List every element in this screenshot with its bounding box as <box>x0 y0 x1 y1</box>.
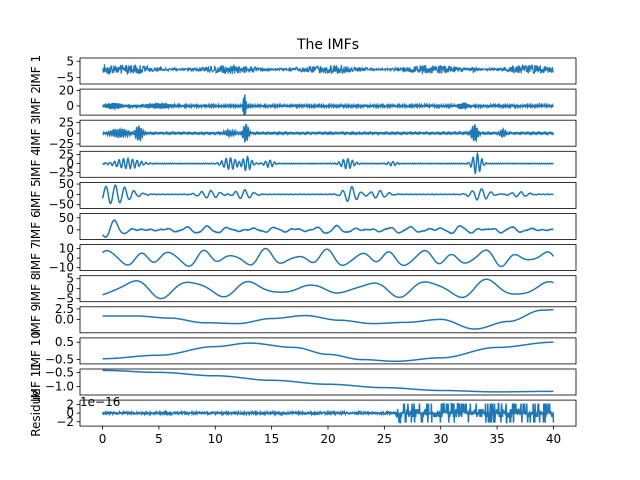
imf-series-line <box>102 63 554 76</box>
x-tick-label: 30 <box>433 432 448 446</box>
panel-frame <box>79 306 577 334</box>
offset-text: 1e−16 <box>80 395 120 409</box>
y-tick-label: −25 <box>49 166 74 180</box>
panel-frame <box>79 57 577 85</box>
y-tick-label: 5 <box>66 54 74 68</box>
imf-series-line <box>102 308 554 330</box>
imf-panel-7: 100−10 IMF 7 <box>29 241 577 275</box>
imf-series-line <box>102 247 555 268</box>
panel-frame <box>79 88 577 116</box>
y-axis-label: IMF 11 <box>29 362 43 402</box>
imf-panel-6: 500 IMF 6 <box>29 210 577 243</box>
x-tick-label: 20 <box>320 432 335 446</box>
y-tick-label: 2 <box>66 397 74 411</box>
x-tick-label: 15 <box>264 432 279 446</box>
panel-frame <box>79 150 577 178</box>
y-axis-label: IMF 5 <box>29 179 43 211</box>
x-tick-label: 35 <box>489 432 504 446</box>
imf-panel-2: 200 IMF 2 <box>29 84 577 118</box>
x-tick-label: 5 <box>155 432 163 446</box>
imf-panel-4: 250−25 IMF 4 <box>29 148 577 180</box>
y-axis-label: IMF 10 <box>29 331 43 371</box>
x-tick-label: 40 <box>546 432 561 446</box>
imf-series-line <box>102 123 555 143</box>
y-tick-label: 0 <box>66 251 74 265</box>
y-tick-label: 25 <box>59 115 74 129</box>
y-axis-label: Residue <box>29 389 43 436</box>
y-tick-label: 50 <box>59 211 74 225</box>
imf-panel-5: 500−50 IMF 5 <box>29 177 577 212</box>
imf-panel-8: 50−5 IMF 8 <box>29 272 577 306</box>
y-axis-label: IMF 8 <box>29 273 43 305</box>
y-tick-label: 0.0 <box>55 312 74 326</box>
y-tick-label: 0 <box>66 126 74 140</box>
y-tick-label: 10 <box>59 241 74 255</box>
imf-series-line <box>102 369 554 393</box>
y-axis-label: IMF 1 <box>29 55 43 87</box>
y-tick-label: −2 <box>56 415 74 429</box>
panel-frame <box>79 181 577 209</box>
chart-title: The IMFs <box>296 37 359 53</box>
panel-frame <box>79 337 577 365</box>
y-tick-label: 50 <box>59 177 74 191</box>
x-tick-label: 0 <box>99 432 107 446</box>
y-tick-label: 25 <box>59 148 74 162</box>
x-tick-label: 10 <box>208 432 223 446</box>
y-tick-label: 0.5 <box>55 335 74 349</box>
y-tick-label: 0 <box>66 406 74 420</box>
imf-series-line <box>102 341 554 363</box>
y-tick-label: −50 <box>49 198 74 212</box>
y-axis-label: IMF 4 <box>29 148 43 180</box>
y-tick-label: −10 <box>49 261 74 275</box>
imf-series-line <box>101 94 555 116</box>
panel-frame <box>79 213 577 240</box>
imf-series-line <box>102 402 555 424</box>
imf-series-line <box>101 184 554 205</box>
y-axis-label: IMF 6 <box>29 210 43 242</box>
imf-panel-1: 5 −5 IMF 1 <box>29 54 577 87</box>
y-tick-label: 0 <box>66 223 74 237</box>
y-tick-label: 0 <box>66 187 74 201</box>
y-tick-label: −0.5 <box>45 353 74 367</box>
x-axis: 0 5 10 15 20 25 30 35 40 <box>99 426 561 446</box>
y-tick-label: 20 <box>59 84 74 98</box>
panel-frame <box>79 368 577 396</box>
y-tick-label: −25 <box>49 137 74 151</box>
y-axis-label: IMF 7 <box>29 241 43 273</box>
y-tick-label: −5 <box>56 71 74 85</box>
panel-frame <box>79 244 577 272</box>
y-axis-label: IMF 9 <box>29 304 43 336</box>
y-tick-label: 0 <box>66 157 74 171</box>
y-tick-label: 2.5 <box>55 302 74 316</box>
imf-panel-9: 2.50.0 IMF 9 <box>29 302 577 336</box>
imf-series-line <box>102 151 554 176</box>
imf-series-line <box>102 278 554 300</box>
imf-series-line <box>101 219 554 239</box>
y-tick-label: 5 <box>66 272 74 286</box>
y-tick-label: −5 <box>56 292 74 306</box>
y-axis-label: IMF 3 <box>29 117 43 149</box>
y-tick-label: −0.5 <box>45 365 74 379</box>
y-tick-label: 0 <box>66 99 74 113</box>
y-tick-label: 0 <box>66 282 74 296</box>
imf-panel-3: 250−25 IMF 3 <box>29 115 577 151</box>
y-tick-label: −1.0 <box>45 380 74 394</box>
y-axis-label: IMF 2 <box>29 86 43 118</box>
x-tick-label: 25 <box>377 432 392 446</box>
